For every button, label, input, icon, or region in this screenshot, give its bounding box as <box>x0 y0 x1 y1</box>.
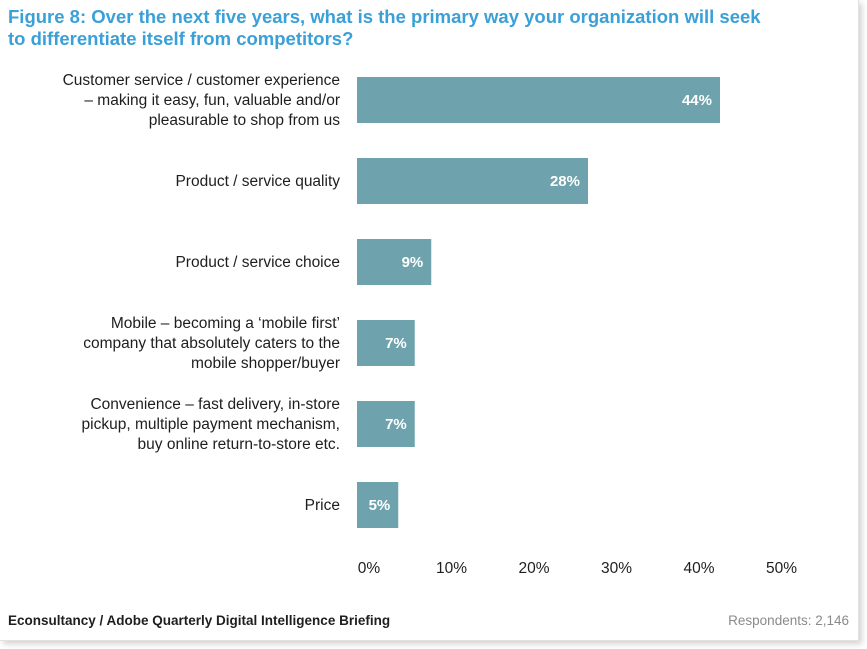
bar-value-label-6: 5% <box>369 497 391 514</box>
x-tick-label-2: 10% <box>436 560 467 577</box>
bar-1 <box>357 77 720 123</box>
bar-3 <box>357 239 432 285</box>
category-label-3-line-1: Product / service choice <box>175 254 340 271</box>
bar-value-label-4: 7% <box>385 335 407 352</box>
x-tick-label-1: 0% <box>358 560 381 577</box>
category-label-6-line-1: Price <box>305 497 340 514</box>
bar-value-label-3: 9% <box>402 254 424 271</box>
category-label-1-line-2: – making it easy, fun, valuable and/or <box>84 92 340 109</box>
chart-title-line-1: Figure 8: Over the next five years, what… <box>8 6 761 27</box>
category-label-4-line-3: mobile shopper/buyer <box>191 355 340 372</box>
x-tick-label-4: 30% <box>601 560 632 577</box>
bar-5 <box>357 401 415 447</box>
category-label-5-line-1: Convenience – fast delivery, in-store <box>90 396 340 413</box>
respondents-note: Respondents: 2,146 <box>728 613 849 628</box>
bar-6 <box>357 482 399 528</box>
category-label-1-line-1: Customer service / customer experience <box>63 72 340 89</box>
bar-value-label-2: 28% <box>550 173 580 190</box>
bar-value-label-5: 7% <box>385 416 407 433</box>
x-tick-label-3: 20% <box>518 560 549 577</box>
x-tick-label-5: 40% <box>683 560 714 577</box>
bar-value-label-1: 44% <box>682 92 712 109</box>
chart-title-line-2: to differentiate itself from competitors… <box>8 28 354 49</box>
category-label-4-line-2: company that absolutely caters to the <box>83 335 340 352</box>
x-tick-label-6: 50% <box>766 560 797 577</box>
category-label-1-line-3: pleasurable to shop from us <box>149 112 341 129</box>
category-label-5-line-2: pickup, multiple payment mechanism, <box>82 416 340 433</box>
category-label-2-line-1: Product / service quality <box>175 173 340 190</box>
chart-title: Figure 8: Over the next five years, what… <box>8 6 848 50</box>
source-note: Econsultancy / Adobe Quarterly Digital I… <box>8 613 391 628</box>
category-label-5-line-3: buy online return-to-store etc. <box>138 436 340 453</box>
bar-4 <box>357 320 415 366</box>
bar-2 <box>357 158 588 204</box>
category-label-4-line-1: Mobile – becoming a ‘mobile first’ <box>111 315 340 332</box>
